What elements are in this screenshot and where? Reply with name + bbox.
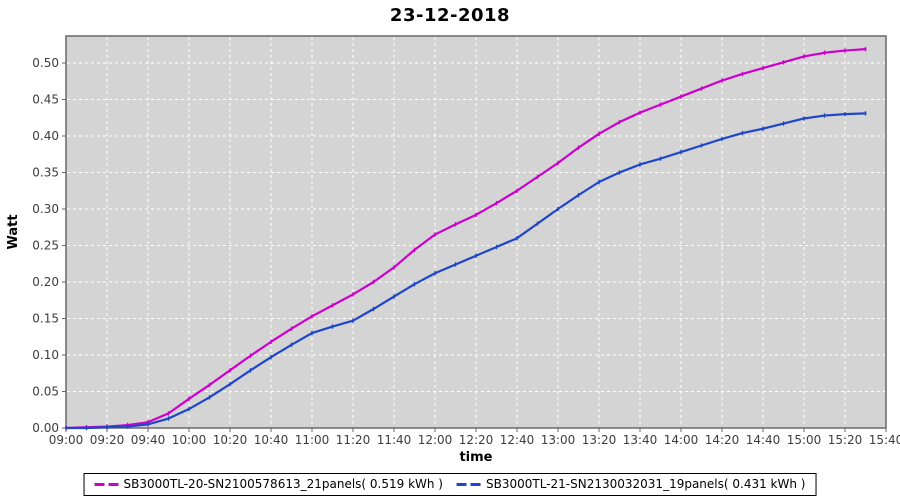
svg-text:14:40: 14:40 [746, 433, 781, 447]
svg-text:12:40: 12:40 [500, 433, 535, 447]
svg-text:0.25: 0.25 [32, 239, 59, 253]
svg-text:12:00: 12:00 [418, 433, 453, 447]
legend-item-series2: SB3000TL-21-SN2130032031_19panels( 0.431… [457, 477, 805, 491]
svg-text:10:20: 10:20 [213, 433, 248, 447]
series2-line-swatch [457, 482, 481, 486]
svg-text:15:00: 15:00 [787, 433, 822, 447]
svg-text:11:00: 11:00 [295, 433, 330, 447]
x-axis-label: time [459, 450, 492, 465]
svg-text:0.00: 0.00 [32, 421, 59, 435]
svg-text:15:20: 15:20 [828, 433, 863, 447]
svg-text:09:00: 09:00 [49, 433, 84, 447]
svg-text:0.45: 0.45 [32, 93, 59, 107]
legend-item-series1: SB3000TL-20-SN2100578613_21panels( 0.519… [94, 477, 443, 491]
svg-text:14:20: 14:20 [705, 433, 740, 447]
chart-plot-area: 09:00 09:20 09:40 10:00 10:20 10:40 11:00 11:20… [6, 35, 900, 465]
svg-text:13:00: 13:00 [541, 433, 576, 447]
svg-text:10:40: 10:40 [254, 433, 289, 447]
svg-text:14:00: 14:00 [664, 433, 699, 447]
svg-text:0.15: 0.15 [32, 312, 59, 326]
svg-text:11:40: 11:40 [377, 433, 412, 447]
svg-text:0.05: 0.05 [32, 385, 59, 399]
chart-title: 23-12-2018 [389, 5, 511, 26]
legend: SB3000TL-20-SN2100578613_21panels( 0.519… [83, 473, 817, 496]
svg-text:0.40: 0.40 [32, 129, 59, 143]
svg-text:11:20: 11:20 [336, 433, 371, 447]
series2-label: SB3000TL-21-SN2130032031_19panels( 0.431… [486, 477, 806, 491]
svg-text:0.30: 0.30 [32, 202, 59, 216]
svg-text:13:40: 13:40 [623, 433, 658, 447]
svg-text:12:20: 12:20 [459, 433, 494, 447]
svg-text:0.35: 0.35 [32, 166, 59, 180]
svg-text:13:20: 13:20 [582, 433, 617, 447]
svg-text:09:20: 09:20 [90, 433, 125, 447]
y-axis-label: Watt [6, 214, 21, 249]
svg-text:0.50: 0.50 [32, 56, 59, 70]
series1-line-swatch [94, 482, 119, 486]
svg-text:10:00: 10:00 [172, 433, 207, 447]
svg-text:09:40: 09:40 [131, 433, 166, 447]
svg-text:0.10: 0.10 [32, 348, 59, 362]
series1-label: SB3000TL-20-SN2100578613_21panels( 0.519… [123, 477, 443, 491]
svg-text:0.20: 0.20 [32, 275, 59, 289]
svg-text:15:40: 15:40 [869, 433, 900, 447]
